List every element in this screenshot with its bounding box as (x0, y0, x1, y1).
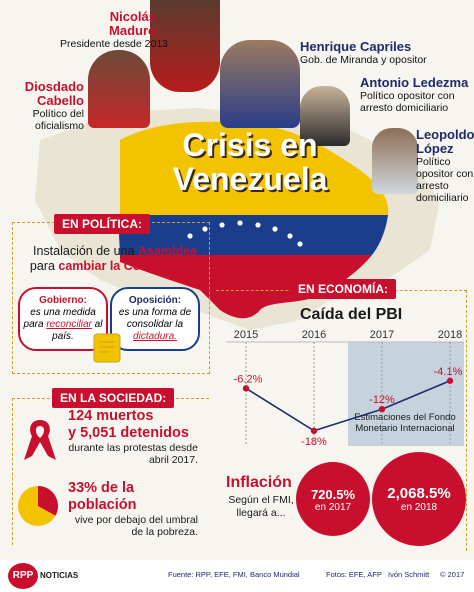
muertos-line-1: 124 muertos (68, 408, 154, 424)
gdp-point (446, 377, 454, 384)
gobierno-label: Gobierno: (39, 295, 87, 306)
politica-tag: EN POLÍTICA: (54, 214, 150, 234)
photo-lopez (372, 128, 418, 194)
gdp-series-line (245, 380, 451, 432)
muertos-line-2: y 5,051 detenidos (68, 425, 189, 441)
photo-maduro (150, 0, 220, 92)
headline-bold-2: cambiar la Constitución (58, 259, 201, 273)
gdp-point (242, 385, 250, 392)
pobreza-block: 33% de la población vive por debajo del … (68, 480, 198, 538)
person-role: Presidente desde 2013 (60, 38, 168, 50)
inflation-desc: Según el FMI, llegará a... (228, 494, 294, 519)
rpp-logo: RPP (8, 563, 38, 589)
photo-cabello (88, 50, 150, 128)
pie-slice (38, 486, 58, 516)
footer-sources: Fuente: RPP, EFE, FMI, Banco Mundial (168, 570, 300, 579)
logo-text: RPP (12, 570, 34, 581)
inflation-title: Inflación (226, 474, 292, 491)
photo-ledezma (300, 86, 350, 146)
headline-bold-1: Asamblea (137, 244, 197, 258)
chart-title: Caída del PBI (300, 306, 403, 323)
photo-capriles (220, 40, 300, 128)
oposicion-bubble: Oposición: es una forma de consolidar la… (110, 287, 200, 351)
inflation-label: en 2018 (400, 502, 438, 513)
muertos-desc: durante las protestas desde abril 2017. (68, 442, 198, 466)
person-name: Antonio Ledezma (360, 75, 469, 90)
person-role: Político opositor con arresto domiciliar… (416, 156, 474, 204)
person-name: Leopoldo López (416, 127, 474, 156)
person-cabello: Diosdado Cabello Político del oficialism… (6, 79, 84, 133)
data-label: -18% (301, 436, 327, 446)
data-label: -6.2% (234, 373, 263, 385)
inflation-label: en 2017 (314, 502, 352, 513)
estimate-note: Estimaciones del Fondo Monetario Interna… (354, 412, 456, 434)
footer-photos: Fotos: EFE, AFP (326, 570, 382, 579)
headline-mid: para (29, 259, 55, 273)
person-capriles: Henrique Capriles Gob. de Miranda y opos… (300, 39, 470, 67)
inflation-2017: 720.5% en 2017 (296, 462, 370, 536)
muertos-block: 124 muertos y 5,051 detenidos durante la… (68, 408, 198, 466)
pobreza-line-2: población (68, 497, 137, 513)
person-role: Gob. de Miranda y opositor (300, 54, 427, 66)
x-tick-label: 2016 (302, 329, 326, 341)
gobierno-tail: al país. (52, 319, 103, 342)
document-icon (93, 333, 121, 363)
gdp-point (378, 406, 386, 413)
person-role: Político opositor con arresto domiciliar… (360, 90, 455, 114)
pobreza-desc: vive por debajo del umbral de la pobreza… (74, 514, 198, 538)
data-label: -12% (369, 394, 395, 406)
data-label: -4.1% (434, 366, 463, 378)
poverty-pie-icon (18, 486, 58, 526)
economia-tag: EN ECONOMÍA: (290, 279, 396, 299)
inflation-value: 720.5% (310, 487, 356, 502)
footer-year: © 2017 (440, 570, 465, 579)
person-name: Diosdado Cabello (24, 79, 84, 108)
footer (0, 560, 474, 592)
title-line-2: Venezuela (172, 161, 328, 197)
gobierno-text: es una medida para (23, 307, 96, 330)
footer-author: Ivón Schmitt (388, 570, 430, 579)
x-tick-label: 2015 (234, 329, 258, 341)
headline-pre: Instalación de una (32, 244, 135, 258)
person-ledezma: Antonio Ledezma Político opositor con ar… (360, 75, 470, 115)
inflation-value: 2,068.5% (387, 485, 451, 502)
title-line-1: Crisis en (182, 127, 318, 163)
estimate-region (348, 342, 464, 446)
person-maduro: Nicolás Maduro Presidente desde 2013 (60, 9, 168, 51)
person-name: Nicolás Maduro (109, 9, 156, 38)
oposicion-emph: dictadura. (133, 331, 177, 342)
gdp-point (310, 427, 318, 434)
person-lopez: Leopoldo López Político opositor con arr… (416, 127, 474, 205)
gobierno-emph: reconciliar (46, 319, 92, 330)
politica-headline: Instalación de una Asamblea para cambiar… (10, 244, 220, 274)
page-title: Crisis en Venezuela (150, 128, 350, 196)
sociedad-tag: EN LA SOCIEDAD: (52, 388, 175, 408)
person-name: Henrique Capriles (300, 39, 412, 54)
inflation-2018: 2,068.5% en 2018 (372, 452, 466, 546)
gdp-chart: 2015 2016 2017 2018 -6.2% -18% -12% -4.1% (226, 329, 464, 446)
oposicion-text: es una forma de consolidar la (118, 307, 192, 330)
person-role: Político del oficialismo (32, 108, 84, 132)
pobreza-line-1: 33% de la (68, 480, 135, 496)
x-tick-label: 2018 (438, 329, 462, 341)
ribbon-icon (24, 420, 56, 460)
gobierno-bubble: Gobierno: es una medida para reconciliar… (18, 287, 108, 351)
x-tick-label: 2017 (370, 329, 394, 341)
oposicion-label: Oposición: (128, 295, 182, 306)
logo-sub: NOTICIAS (40, 571, 79, 580)
